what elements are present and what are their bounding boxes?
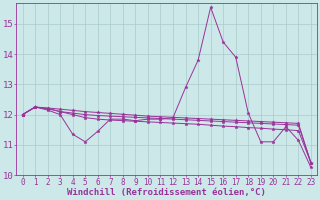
X-axis label: Windchill (Refroidissement éolien,°C): Windchill (Refroidissement éolien,°C) bbox=[67, 188, 266, 197]
